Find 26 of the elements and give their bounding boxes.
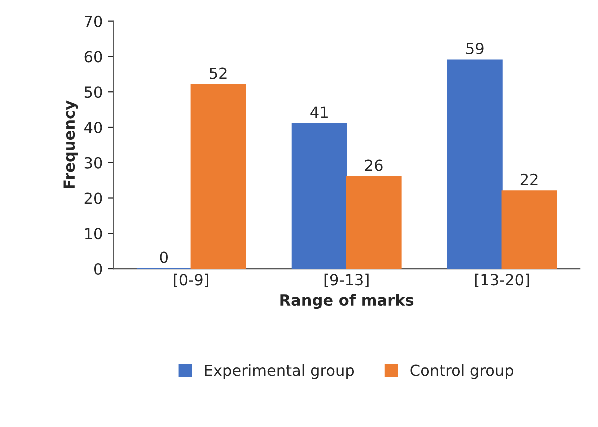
- legend-label: Control group: [410, 364, 514, 380]
- x-tick-label: [13-20]: [475, 274, 530, 288]
- y-axis-title: Frequency: [64, 100, 78, 188]
- data-label: 0: [160, 252, 168, 264]
- y-tick-label: 60: [84, 51, 102, 63]
- x-tick-label: [9-13]: [324, 274, 369, 288]
- y-tick-label: 10: [85, 228, 102, 240]
- y-tick-label: 0: [94, 263, 102, 276]
- data-label: 22: [520, 174, 538, 186]
- y-tick-label: 50: [84, 86, 102, 98]
- bar: [502, 190, 558, 270]
- data-label: 59: [466, 42, 484, 55]
- data-label: 41: [310, 106, 328, 118]
- bar: [447, 60, 503, 270]
- x-axis-title: Range of marks: [280, 294, 414, 310]
- y-tick-label: 20: [84, 192, 102, 204]
- bar: [346, 176, 402, 270]
- y-tick-label: 30: [84, 157, 102, 169]
- bar: [190, 84, 246, 270]
- y-tick-label: 70: [85, 16, 102, 28]
- y-tick-label: 40: [84, 122, 102, 134]
- bar: [292, 123, 348, 270]
- x-tick-label: [0-9]: [174, 274, 208, 288]
- data-label: 26: [365, 160, 383, 172]
- legend-label: Experimental group: [205, 364, 354, 380]
- data-label: 52: [210, 68, 227, 80]
